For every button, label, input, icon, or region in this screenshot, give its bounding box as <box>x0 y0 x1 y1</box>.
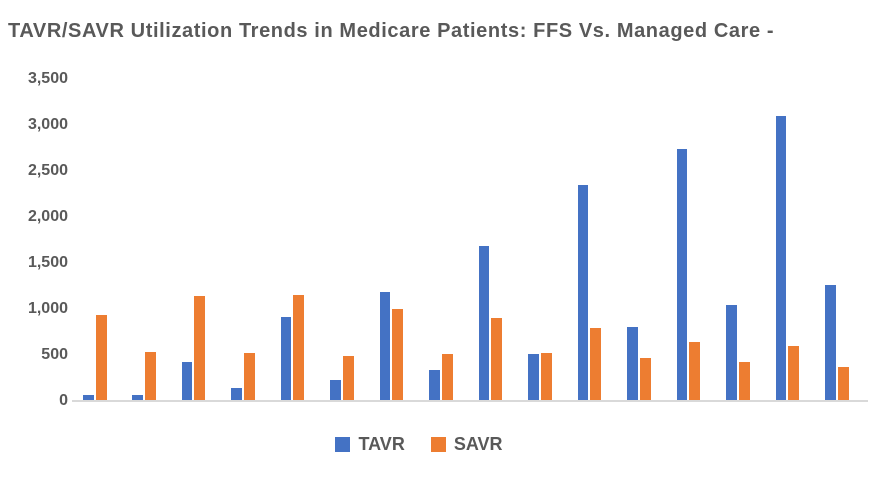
legend-item-tavr: TAVR <box>335 434 405 454</box>
y-axis-tick-label: 1,000 <box>27 300 68 317</box>
bar-savr-1 <box>95 314 107 401</box>
bar-tavr-7 <box>379 291 391 401</box>
bar-savr-12 <box>639 357 651 401</box>
bar-tavr-13 <box>676 148 688 401</box>
bar-tavr-5 <box>280 317 292 401</box>
bar-savr-13 <box>689 342 701 401</box>
y-axis-tick-label: 1,500 <box>27 254 68 271</box>
bar-tavr-8 <box>429 369 440 401</box>
bar-tavr-14 <box>726 305 737 401</box>
bar-savr-5 <box>293 295 305 401</box>
bar-savr-16 <box>837 366 849 401</box>
legend-label-tavr: TAVR <box>358 434 405 454</box>
chart-title: TAVR/SAVR Utilization Trends in Medicare… <box>8 20 775 42</box>
bar-tavr-3 <box>181 362 193 401</box>
y-axis-tick-label: 0 <box>59 392 68 409</box>
bar-savr-7 <box>392 309 404 401</box>
legend-label-savr: SAVR <box>453 434 503 454</box>
legend: TAVR SAVR <box>0 435 838 453</box>
bar-savr-11 <box>590 328 602 401</box>
bar-tavr-9 <box>478 245 490 401</box>
legend-swatch-tavr-icon <box>335 436 351 452</box>
y-axis-tick-label: 500 <box>41 346 68 363</box>
bar-tavr-6 <box>330 379 341 401</box>
bar-savr-6 <box>342 355 354 401</box>
bar-savr-14 <box>738 362 750 401</box>
legend-item-savr: SAVR <box>430 434 503 454</box>
bar-savr-4 <box>243 353 255 401</box>
y-axis-tick-label: 3,000 <box>27 116 68 133</box>
y-axis-tick-label: 2,000 <box>27 208 68 225</box>
bar-tavr-10 <box>528 353 539 401</box>
bar-tavr-4 <box>231 388 242 401</box>
bar-tavr-2 <box>132 394 143 401</box>
bar-savr-8 <box>441 354 453 401</box>
bar-savr-2 <box>144 352 156 401</box>
y-axis-tick-label: 2,500 <box>27 162 68 179</box>
bar-tavr-12 <box>627 327 638 401</box>
bar-savr-10 <box>540 352 552 401</box>
bar-savr-15 <box>788 345 800 401</box>
bar-tavr-11 <box>577 184 589 401</box>
bar-savr-9 <box>491 318 503 401</box>
legend-swatch-savr-icon <box>430 436 446 452</box>
y-axis-tick-label: 3,500 <box>27 70 68 87</box>
bar-tavr-16 <box>825 285 836 401</box>
bar-tavr-1 <box>83 394 94 401</box>
x-axis-line <box>72 400 868 402</box>
bar-savr-3 <box>194 296 206 401</box>
bar-tavr-15 <box>775 115 787 401</box>
